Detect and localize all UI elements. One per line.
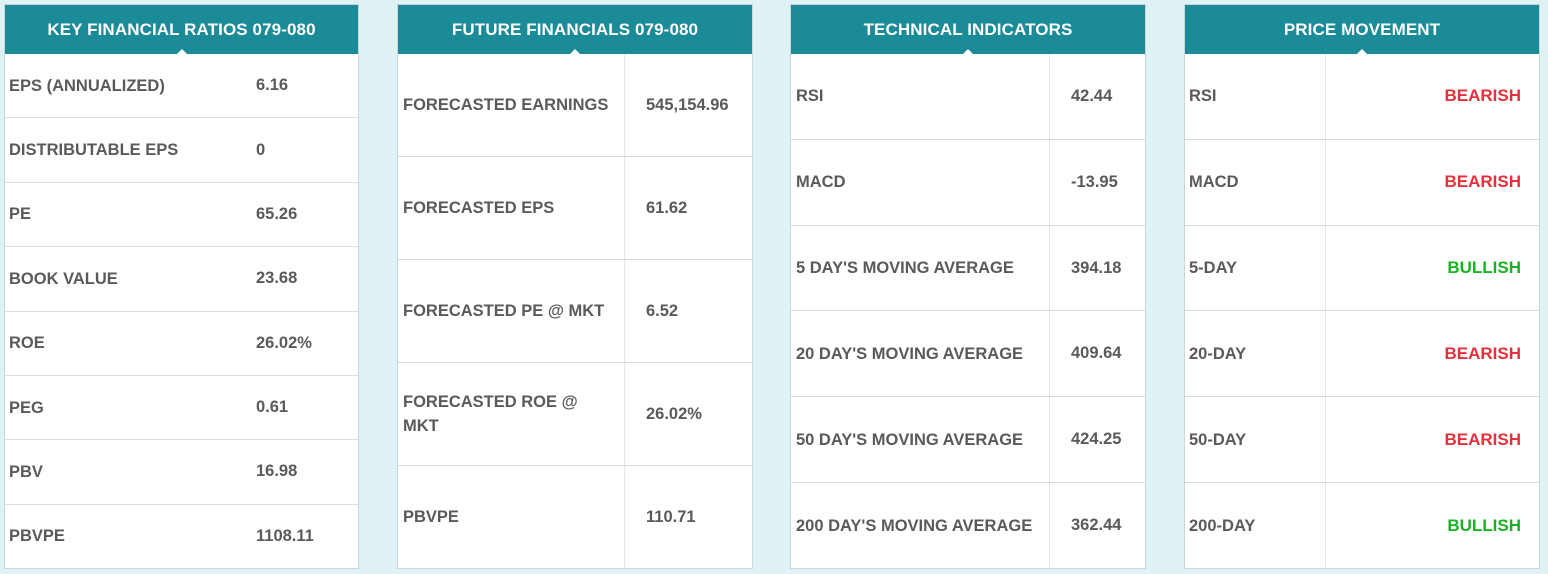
row-value-forecasted-pe: 6.52 <box>646 301 679 320</box>
row-value-pe: 65.26 <box>256 204 298 223</box>
signal-badge-200-day: BULLISH <box>1447 515 1521 535</box>
row-label-peg: PEG <box>9 398 44 417</box>
row-label-rsi: RSI <box>1185 54 1326 139</box>
table-row: 200-DAY BULLISH <box>1185 483 1539 568</box>
row-value-5-day-ma: 394.18 <box>1071 258 1122 277</box>
future-financials-panel: FUTURE FINANCIALS 079-080 FORECASTED EAR… <box>397 4 753 569</box>
table-row: EPS (ANNUALIZED) 6.16 <box>5 54 358 119</box>
future-financials-title: FUTURE FINANCIALS 079-080 <box>398 5 752 55</box>
row-label-distributable-eps: DISTRIBUTABLE EPS <box>9 141 179 160</box>
table-row: MACD -13.95 <box>791 139 1145 226</box>
row-label-book-value: BOOK VALUE <box>9 269 118 288</box>
table-row: PEG 0.61 <box>5 376 358 441</box>
row-value-20-day-ma: 409.64 <box>1071 344 1122 363</box>
price-movement-title: PRICE MOVEMENT <box>1185 5 1539 55</box>
row-label-50-day: 50-DAY <box>1185 397 1326 483</box>
row-label-rsi: RSI <box>791 54 1050 139</box>
row-label-macd: MACD <box>1185 139 1326 225</box>
row-label-roe: ROE <box>9 334 45 353</box>
row-label-pbv: PBV <box>9 462 43 481</box>
row-value-distributable-eps: 0 <box>256 140 266 159</box>
table-row: 200 DAY'S MOVING AVERAGE 362.44 <box>791 483 1145 568</box>
row-value-book-value: 23.68 <box>256 269 298 288</box>
row-label-macd: MACD <box>791 139 1050 225</box>
table-row: FORECASTED PE @ MKT 6.52 <box>398 260 752 363</box>
signal-badge-rsi: BEARISH <box>1444 86 1521 106</box>
row-label-forecasted-roe: FORECASTED ROE @ MKT <box>398 363 625 465</box>
row-value-200-day-ma: 362.44 <box>1071 516 1122 535</box>
row-value-forecasted-eps: 61.62 <box>646 198 688 217</box>
row-value-macd: -13.95 <box>1071 172 1118 191</box>
technical-indicators-title: TECHNICAL INDICATORS <box>791 5 1145 55</box>
table-row: 50 DAY'S MOVING AVERAGE 424.25 <box>791 397 1145 484</box>
row-value-eps-annualized: 6.16 <box>256 76 289 95</box>
table-row: 5 DAY'S MOVING AVERAGE 394.18 <box>791 225 1145 312</box>
technical-indicators-table: RSI 42.44 MACD -13.95 5 DAY'S MOVING AVE… <box>791 54 1145 568</box>
table-row: RSI BEARISH <box>1185 54 1539 140</box>
row-value-pbv: 16.98 <box>256 462 298 481</box>
row-value-peg: 0.61 <box>256 398 289 417</box>
key-financial-ratios-title: KEY FINANCIAL RATIOS 079-080 <box>5 5 358 55</box>
table-row: 5-DAY BULLISH <box>1185 225 1539 312</box>
table-row: 50-DAY BEARISH <box>1185 397 1539 484</box>
row-label-eps-annualized: EPS (ANNUALIZED) <box>9 76 165 95</box>
signal-badge-5-day: BULLISH <box>1447 258 1521 278</box>
table-row: DISTRIBUTABLE EPS 0 <box>5 118 358 183</box>
key-financial-ratios-panel: KEY FINANCIAL RATIOS 079-080 EPS (ANNUAL… <box>4 4 359 569</box>
row-value-forecasted-roe: 26.02% <box>646 404 702 423</box>
row-label-pbvpe: PBVPE <box>398 466 625 568</box>
row-value-rsi: 42.44 <box>1071 86 1113 105</box>
table-row: PE 65.26 <box>5 183 358 248</box>
row-label-200-day-ma: 200 DAY'S MOVING AVERAGE <box>791 483 1050 568</box>
future-financials-table: FORECASTED EARNINGS 545,154.96 FORECASTE… <box>398 54 752 568</box>
table-row: BOOK VALUE 23.68 <box>5 247 358 312</box>
row-value-50-day-ma: 424.25 <box>1071 430 1122 449</box>
table-row: PBV 16.98 <box>5 440 358 505</box>
row-value-pbvpe: 110.71 <box>646 507 696 526</box>
signal-badge-50-day: BEARISH <box>1444 429 1521 449</box>
row-label-200-day: 200-DAY <box>1185 483 1326 568</box>
technical-indicators-panel: TECHNICAL INDICATORS RSI 42.44 MACD -13.… <box>790 4 1146 569</box>
row-value-pbvpe: 1108.11 <box>256 526 314 545</box>
table-row: FORECASTED EARNINGS 545,154.96 <box>398 54 752 157</box>
row-label-pe: PE <box>9 205 32 224</box>
price-movement-table: RSI BEARISH MACD BEARISH 5-DAY BULLISH 2… <box>1185 54 1539 568</box>
row-label-pbvpe: PBVPE <box>9 527 65 546</box>
table-row: FORECASTED ROE @ MKT 26.02% <box>398 363 752 466</box>
row-label-20-day: 20-DAY <box>1185 311 1326 397</box>
row-label-5-day-ma: 5 DAY'S MOVING AVERAGE <box>791 225 1050 311</box>
table-row: 20 DAY'S MOVING AVERAGE 409.64 <box>791 311 1145 398</box>
row-value-forecasted-earnings: 545,154.96 <box>646 95 729 114</box>
table-row: PBVPE 110.71 <box>398 466 752 568</box>
row-value-roe: 26.02% <box>256 333 312 352</box>
signal-badge-20-day: BEARISH <box>1444 343 1521 363</box>
row-label-20-day-ma: 20 DAY'S MOVING AVERAGE <box>791 311 1050 397</box>
table-row: RSI 42.44 <box>791 54 1145 140</box>
table-row: PBVPE 1108.11 <box>5 505 358 568</box>
row-label-50-day-ma: 50 DAY'S MOVING AVERAGE <box>791 397 1050 483</box>
table-row: FORECASTED EPS 61.62 <box>398 157 752 260</box>
row-label-5-day: 5-DAY <box>1185 225 1326 311</box>
table-row: MACD BEARISH <box>1185 139 1539 226</box>
row-label-forecasted-earnings: FORECASTED EARNINGS <box>398 54 625 156</box>
price-movement-panel: PRICE MOVEMENT RSI BEARISH MACD BEARISH … <box>1184 4 1540 569</box>
key-financial-ratios-table: EPS (ANNUALIZED) 6.16 DISTRIBUTABLE EPS … <box>5 54 358 568</box>
signal-badge-macd: BEARISH <box>1444 172 1521 192</box>
table-row: ROE 26.02% <box>5 312 358 376</box>
row-label-forecasted-eps: FORECASTED EPS <box>398 157 625 259</box>
table-row: 20-DAY BEARISH <box>1185 311 1539 398</box>
row-label-forecasted-pe: FORECASTED PE @ MKT <box>398 260 625 362</box>
